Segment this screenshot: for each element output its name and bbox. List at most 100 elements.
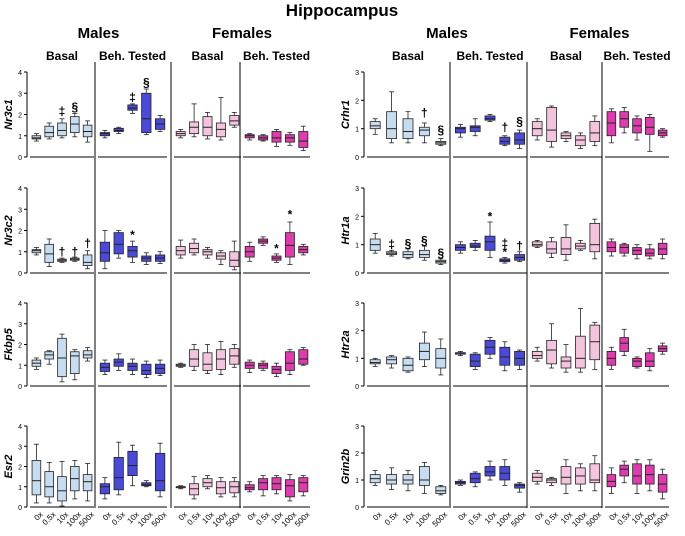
- x-tick-label: 500x: [509, 510, 528, 529]
- box-iqr: [484, 235, 496, 251]
- box-500x: [229, 240, 240, 271]
- box-100x: [575, 240, 586, 251]
- box-100x: [418, 122, 430, 144]
- panel-males-basal: [30, 443, 94, 508]
- box-iqr: [619, 244, 629, 254]
- x-tick-label: 500x: [585, 510, 604, 529]
- box-100x: [418, 245, 430, 261]
- box-500x: [229, 344, 240, 368]
- box-100x: [499, 257, 511, 264]
- significance-mark: *: [502, 245, 507, 259]
- box-0x: [606, 346, 617, 370]
- box-iqr: [560, 466, 572, 485]
- box-iqr: [44, 125, 54, 138]
- box-100x: [70, 349, 80, 381]
- significance-mark: †: [59, 245, 66, 259]
- significance-mark: ‡: [59, 104, 66, 118]
- box-iqr: [369, 359, 381, 365]
- box-10x: [271, 362, 282, 378]
- y-tick-label: 4: [18, 301, 22, 308]
- box-iqr: [469, 472, 481, 484]
- box-10x: [127, 358, 138, 375]
- box-iqr: [514, 483, 525, 489]
- box-iqr: [127, 246, 138, 258]
- x-tick-label: 500x: [150, 510, 169, 529]
- box-iqr: [606, 241, 617, 253]
- significance-mark: §: [405, 236, 412, 250]
- box-iqr: [57, 337, 67, 378]
- gene-label-nr3c1: Nr3c1: [3, 99, 15, 130]
- box-0x: [454, 124, 466, 138]
- box-iqr: [141, 255, 152, 262]
- figure-title: Hippocampus: [286, 1, 398, 20]
- box-0x: [454, 241, 466, 254]
- box-0x: [454, 479, 466, 486]
- box-iqr: [484, 466, 496, 477]
- box-iqr: [82, 124, 93, 138]
- condition-label-females-tested: Beh. Tested: [243, 49, 310, 63]
- box-0.5x: [546, 105, 557, 148]
- x-tick-label: 0.5x: [110, 510, 127, 527]
- y-tick-label: 2: [18, 229, 22, 236]
- y-tick-label: 2: [18, 343, 22, 350]
- box-iqr: [244, 484, 255, 491]
- box-500x: [298, 475, 309, 497]
- box-iqr: [402, 357, 414, 372]
- y-tick-label: 0: [355, 271, 359, 278]
- gene-label-nr3c2: Nr3c2: [3, 215, 15, 246]
- box-10x: [127, 103, 138, 114]
- box-10x: [202, 344, 213, 374]
- sex-label-females: Females: [212, 25, 272, 42]
- significance-mark: †: [421, 106, 428, 120]
- box-0x: [31, 247, 42, 256]
- box-100x: [284, 474, 295, 502]
- box-500x: [657, 342, 668, 355]
- box-500x: [155, 251, 166, 264]
- box-iqr: [657, 474, 668, 493]
- box-iqr: [469, 125, 481, 132]
- box-0.5x: [258, 236, 269, 246]
- box-10x: [57, 118, 67, 139]
- box-iqr: [632, 247, 642, 255]
- box-500x: [298, 347, 309, 366]
- box-iqr: [189, 483, 200, 496]
- sex-label-males: Males: [78, 25, 120, 42]
- box-100x: [141, 88, 152, 136]
- box-10x: [632, 356, 642, 369]
- y-tick-label: 3: [18, 322, 22, 329]
- panel-males-tested: [98, 353, 167, 387]
- box-iqr: [514, 132, 525, 145]
- box-iqr: [70, 351, 80, 374]
- box-iqr: [645, 116, 655, 135]
- x-tick-label: 500x: [652, 510, 671, 529]
- box-10x: [127, 240, 138, 263]
- gene-row-fkbp5: 0 1 2 3 4 Fkbp5: [3, 301, 310, 391]
- y-tick-label: 2: [18, 113, 22, 120]
- box-100x: [499, 135, 511, 147]
- box-iqr: [82, 474, 93, 492]
- y-tick-label: 0: [355, 505, 359, 512]
- box-iqr: [229, 481, 240, 494]
- box-iqr: [31, 460, 42, 496]
- box-500x: [514, 129, 525, 149]
- box-iqr: [606, 111, 617, 137]
- box-10x: [560, 224, 572, 261]
- box-500x: [82, 250, 93, 270]
- box-10x: [271, 475, 282, 495]
- box-0x: [99, 477, 110, 500]
- panel-females-tested: [605, 238, 669, 274]
- box-0.5x: [469, 471, 481, 488]
- gene-row-grin2b: 0 1 2 3 Grin2b: [340, 424, 669, 512]
- box-iqr: [155, 452, 166, 492]
- box-0.5x: [619, 460, 629, 484]
- box-500x: [435, 258, 447, 265]
- box-iqr: [418, 126, 430, 137]
- y-tick-label: 0: [18, 155, 22, 162]
- box-iqr: [215, 122, 226, 138]
- y-tick-label: 1: [355, 243, 359, 250]
- x-tick-label: 0.5x: [467, 510, 484, 527]
- box-0x: [369, 357, 381, 368]
- box-iqr: [202, 116, 213, 137]
- x-tick-label: 100x: [414, 510, 433, 529]
- y-tick-label: 0: [18, 505, 22, 512]
